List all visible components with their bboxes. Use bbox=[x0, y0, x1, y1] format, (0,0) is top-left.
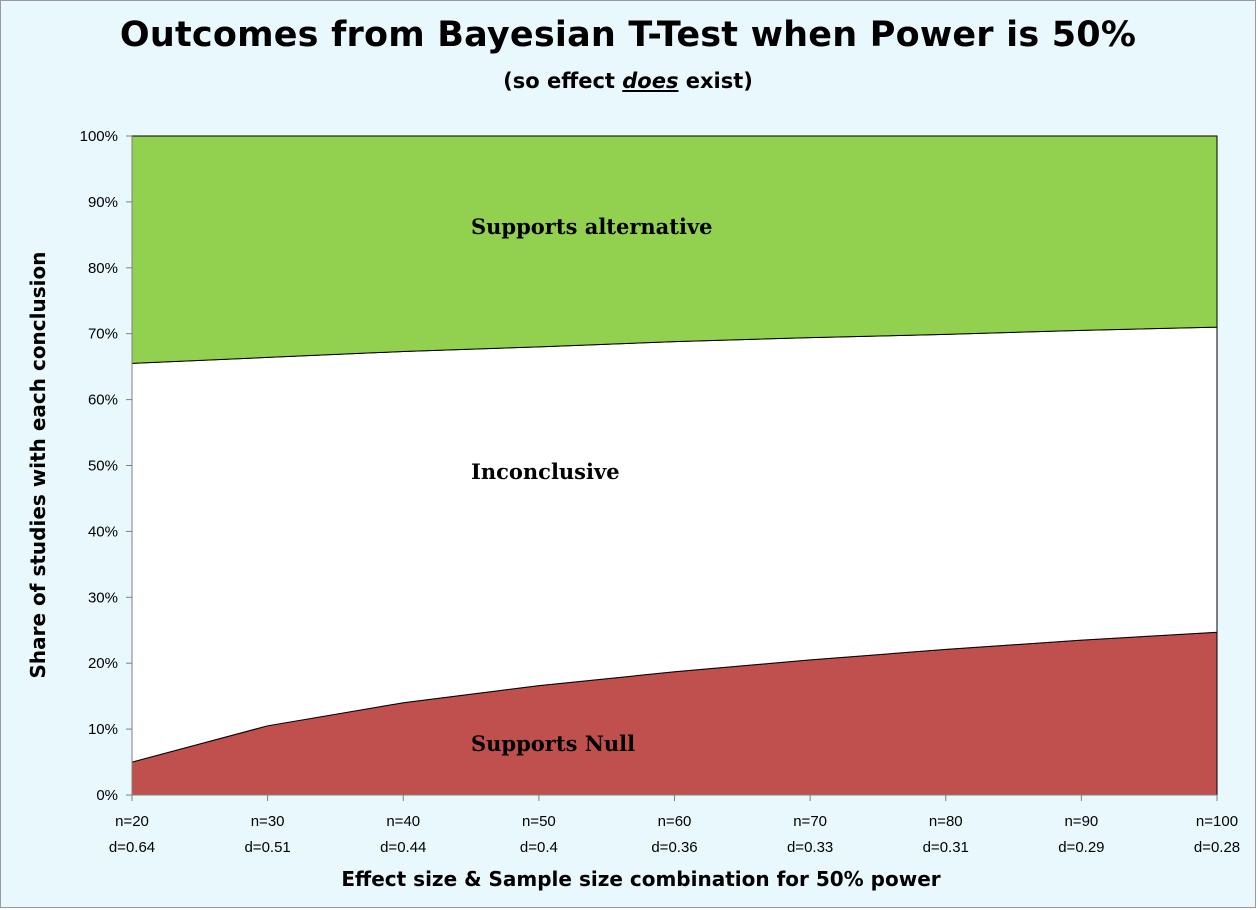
x-tick-label-n: n=100 bbox=[1196, 813, 1238, 830]
x-tick-label-d: d=0.64 bbox=[109, 839, 155, 856]
x-axis-title: Effect size & Sample size combination fo… bbox=[341, 867, 940, 891]
y-tick-label: 50% bbox=[88, 458, 118, 475]
x-tick-label-n: n=30 bbox=[251, 813, 285, 830]
area-layers bbox=[131, 135, 1218, 796]
subtitle-after: exist) bbox=[678, 69, 753, 93]
x-tick-label-d: d=0.4 bbox=[520, 839, 558, 856]
label-supports-null: Supports Null bbox=[471, 731, 635, 756]
area-supports-alternative bbox=[131, 135, 1218, 364]
y-tick-label: 30% bbox=[88, 589, 118, 606]
x-tick-label-d: d=0.51 bbox=[244, 839, 290, 856]
label-supports-alternative: Supports alternative bbox=[471, 214, 713, 239]
chart-subtitle: (so effect does exist) bbox=[1, 69, 1255, 93]
x-tick-label-d: d=0.44 bbox=[380, 839, 426, 856]
y-axis-title: Share of studies with each conclusion bbox=[26, 252, 50, 679]
x-tick-label-d: d=0.31 bbox=[923, 839, 969, 856]
y-tick-label: 90% bbox=[88, 194, 118, 211]
x-tick-label-n: n=50 bbox=[522, 813, 556, 830]
x-tick-label-n: n=20 bbox=[115, 813, 149, 830]
x-tick-label-d: d=0.28 bbox=[1194, 839, 1240, 856]
x-tick-label-n: n=60 bbox=[658, 813, 692, 830]
x-tick-label-d: d=0.33 bbox=[787, 839, 833, 856]
y-tick-label: 100% bbox=[80, 128, 118, 145]
y-tick-label: 60% bbox=[88, 392, 118, 409]
y-tick-label: 40% bbox=[88, 523, 118, 540]
y-tick-label: 20% bbox=[88, 655, 118, 672]
axes bbox=[126, 135, 1218, 801]
subtitle-emphasis: does bbox=[622, 69, 679, 93]
y-tick-label: 80% bbox=[88, 260, 118, 277]
subtitle-before: (so effect bbox=[503, 69, 623, 93]
x-tick-label-n: n=40 bbox=[386, 813, 420, 830]
chart-title: Outcomes from Bayesian T-Test when Power… bbox=[119, 15, 1137, 55]
x-tick-label-n: n=90 bbox=[1064, 813, 1098, 830]
x-tick-labels: n=20 d=0.64 n=30 d=0.51 n=40 d=0.44 n=50 d=0.4 n… bbox=[109, 813, 1240, 856]
x-tick-label-n: n=80 bbox=[929, 813, 963, 830]
x-tick-label-d: d=0.29 bbox=[1058, 839, 1104, 856]
y-tick-label: 70% bbox=[88, 326, 118, 343]
x-tick-label-n: n=70 bbox=[793, 813, 827, 830]
x-tick-label-d: d=0.36 bbox=[651, 839, 697, 856]
region-labels: Supports Null Inconclusive Supports altern… bbox=[471, 214, 713, 756]
y-tick-label: 0% bbox=[96, 787, 118, 804]
label-inconclusive: Inconclusive bbox=[471, 459, 620, 484]
y-tick-label: 10% bbox=[88, 721, 118, 738]
y-tick-labels: 0% 10% 20% 30% 40% 50% 60% 70% 80% 90% 100% bbox=[80, 128, 118, 804]
